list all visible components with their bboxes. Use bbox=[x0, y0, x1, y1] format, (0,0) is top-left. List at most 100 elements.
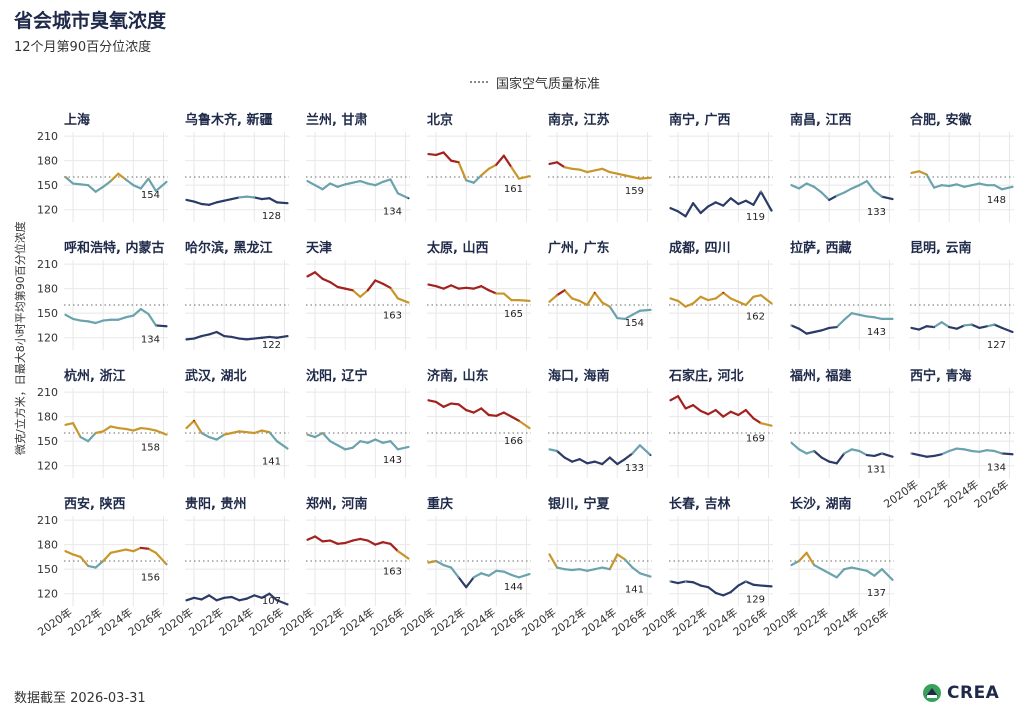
series-segment bbox=[850, 566, 861, 571]
end-value-label: 159 bbox=[625, 186, 644, 197]
data-point bbox=[147, 313, 150, 315]
series-segment bbox=[465, 286, 475, 290]
series-segment bbox=[828, 194, 838, 202]
data-point bbox=[752, 295, 755, 298]
series-segment bbox=[215, 330, 226, 338]
series-segment bbox=[699, 584, 710, 589]
data-point bbox=[457, 161, 460, 164]
data-point bbox=[480, 285, 483, 288]
standard-line-swatch bbox=[470, 80, 488, 83]
data-point bbox=[843, 568, 846, 571]
series-segment bbox=[185, 596, 196, 602]
data-point bbox=[548, 448, 551, 451]
series-segment bbox=[616, 553, 626, 561]
series-segment bbox=[813, 563, 823, 571]
data-point bbox=[940, 453, 943, 456]
data-point bbox=[578, 300, 581, 302]
data-point bbox=[677, 300, 679, 302]
data-point bbox=[714, 201, 717, 204]
data-point bbox=[669, 399, 672, 402]
data-point bbox=[948, 185, 951, 187]
data-point bbox=[260, 198, 263, 200]
series-segment bbox=[359, 440, 369, 444]
data-point bbox=[472, 411, 475, 414]
panel-title: 太原, 山西 bbox=[426, 240, 488, 256]
data-point bbox=[699, 410, 702, 412]
data-point bbox=[707, 205, 710, 208]
data-point bbox=[457, 403, 460, 406]
data-point bbox=[442, 287, 445, 290]
series-segment bbox=[729, 297, 740, 303]
end-value-label: 133 bbox=[625, 463, 644, 474]
chart-title: 省会城市臭氧浓度 bbox=[14, 10, 167, 32]
data-date-note: 数据截至 2026-03-31 bbox=[14, 691, 146, 706]
data-point bbox=[117, 550, 120, 553]
y-tick-label: 210 bbox=[37, 514, 58, 527]
data-point bbox=[556, 161, 558, 164]
data-point bbox=[993, 184, 996, 187]
data-point bbox=[744, 580, 747, 583]
series-segment bbox=[744, 580, 755, 586]
data-point bbox=[970, 450, 973, 452]
series-segment bbox=[117, 316, 127, 321]
panel-title: 石家庄, 河北 bbox=[668, 368, 743, 384]
data-point bbox=[366, 441, 369, 444]
data-point bbox=[850, 187, 853, 190]
series-segment bbox=[563, 166, 574, 170]
data-point bbox=[770, 209, 773, 212]
panel-title: 南宁, 广西 bbox=[669, 112, 730, 128]
series-segment bbox=[586, 169, 596, 174]
data-point bbox=[563, 166, 566, 169]
series-segment bbox=[336, 444, 347, 451]
series-segment bbox=[858, 179, 868, 187]
series-segment bbox=[87, 320, 97, 325]
crea-logo-mark-icon bbox=[923, 684, 941, 702]
data-point bbox=[238, 337, 241, 340]
series-segment bbox=[563, 289, 574, 300]
panel-title: 沈阳, 辽宁 bbox=[306, 368, 367, 384]
series-segment bbox=[555, 566, 566, 571]
data-point bbox=[321, 188, 324, 191]
data-point bbox=[616, 463, 619, 465]
series-segment bbox=[684, 404, 695, 410]
data-point bbox=[891, 318, 894, 320]
panel-title: 武汉, 湖北 bbox=[185, 368, 246, 384]
data-point bbox=[185, 599, 188, 602]
series-segment bbox=[223, 431, 233, 436]
data-point bbox=[985, 184, 988, 187]
series-segment bbox=[752, 417, 763, 425]
series-segment bbox=[253, 429, 263, 435]
data-point bbox=[586, 304, 589, 306]
series-segment bbox=[737, 300, 747, 307]
end-value-label: 127 bbox=[987, 340, 1006, 351]
series-segment bbox=[102, 551, 112, 563]
series-segment bbox=[563, 456, 574, 463]
data-point bbox=[253, 196, 256, 199]
series-segment bbox=[813, 185, 823, 194]
data-point bbox=[487, 167, 490, 170]
series-segment bbox=[154, 324, 168, 328]
series-segment bbox=[948, 183, 958, 188]
series-segment bbox=[638, 572, 652, 578]
series-segment bbox=[124, 548, 135, 553]
panel: 海口, 海南 133 bbox=[548, 368, 652, 478]
series-segment bbox=[94, 430, 105, 435]
series-segment bbox=[616, 458, 626, 466]
series-segment bbox=[752, 583, 763, 587]
panel: 南昌, 江西 133 bbox=[790, 112, 894, 222]
series-segment bbox=[759, 584, 773, 588]
data-point bbox=[193, 596, 195, 599]
end-value-label: 137 bbox=[867, 588, 886, 599]
series-segment bbox=[268, 431, 279, 443]
panel-title: 长春, 吉林 bbox=[669, 496, 730, 512]
series-segment bbox=[79, 319, 90, 323]
series-segment bbox=[571, 297, 581, 303]
data-point bbox=[631, 566, 634, 569]
series-segment bbox=[344, 539, 354, 545]
data-point bbox=[744, 409, 747, 411]
x-tick-label: 2026年 bbox=[851, 605, 891, 639]
data-point bbox=[336, 185, 339, 188]
series-segment bbox=[321, 431, 332, 443]
series-segment bbox=[638, 444, 652, 457]
